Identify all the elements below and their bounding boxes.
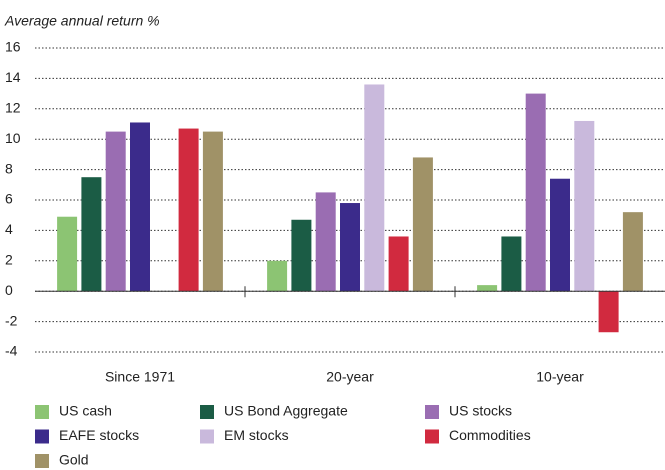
bar [291,219,312,292]
bar [267,260,288,292]
legend-swatch [35,405,49,419]
y-tick-label: -2 [5,312,18,328]
x-tick-label: 10-year [536,369,584,385]
bar [501,236,522,292]
bar [412,157,433,292]
y-axis-title: Average annual return % [4,13,160,29]
y-tick-label: 0 [5,282,13,298]
bar [202,131,223,292]
legend-label: Gold [59,452,89,468]
y-tick-label: 10 [5,130,21,146]
bar [364,84,385,292]
bar [525,93,546,292]
legend-label: US cash [59,403,112,419]
y-tick-label: 8 [5,160,13,176]
bar [598,291,619,333]
bar [178,128,199,292]
legend-swatch [425,405,439,419]
bar [315,192,336,292]
legend-swatch [35,454,49,468]
bar [105,131,126,292]
bar [622,212,643,292]
bar [574,120,595,292]
legend-label: Commodities [449,427,531,443]
bar [388,236,409,292]
y-tick-label: -4 [5,343,18,359]
y-tick-label: 12 [5,100,21,116]
bar [550,178,570,292]
x-tick-label: 20-year [326,369,374,385]
y-tick-label: 16 [5,39,21,55]
bar [81,177,102,292]
legend-label: US stocks [449,403,512,419]
x-tick-label: Since 1971 [105,369,175,385]
legend-swatch [35,429,49,444]
y-tick-label: 4 [5,221,13,237]
y-tick-label: 14 [5,69,21,85]
bar [130,122,150,292]
legend-label: US Bond Aggregate [224,403,348,419]
y-tick-label: 2 [5,252,13,268]
legend-label: EM stocks [224,427,289,443]
legend-swatch [200,405,214,419]
legend-swatch [200,429,214,444]
bar [57,216,78,292]
bar [477,285,498,292]
legend-label: EAFE stocks [59,427,139,443]
legend-swatch [425,429,439,444]
bar [340,203,360,292]
y-tick-label: 6 [5,191,13,207]
